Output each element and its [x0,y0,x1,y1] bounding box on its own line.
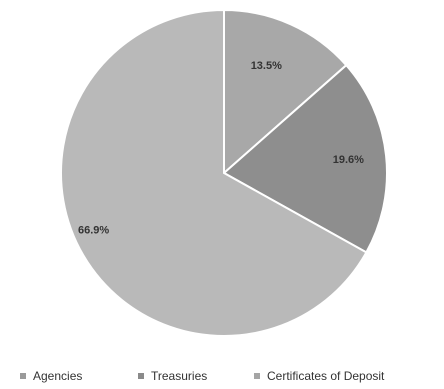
pie-slice-treasuries [222,63,388,254]
pie-slice-agencies [223,8,348,176]
data-label-agencies: 13.5% [251,60,282,72]
legend-swatch-certificates-of-deposit [254,373,260,379]
legend-label-agencies: Agencies [33,369,83,383]
legend-label-treasuries: Treasuries [151,369,208,383]
chart-legend: Agencies Treasuries Certificates of Depo… [0,366,444,386]
data-label-treasuries: 19.6% [333,154,364,166]
legend-swatch-agencies [20,373,26,379]
data-label-certificates-of-deposit: 66.9% [78,225,109,237]
legend-item-certificates-of-deposit: Certificates of Deposit [254,366,384,386]
legend-item-agencies: Agencies [20,366,82,386]
legend-label-certificates-of-deposit: Certificates of Deposit [267,369,385,383]
pie-slice-certificates-of-deposit [60,8,368,337]
legend-item-treasuries: Treasuries [138,366,207,386]
legend-swatch-treasuries [138,373,144,379]
